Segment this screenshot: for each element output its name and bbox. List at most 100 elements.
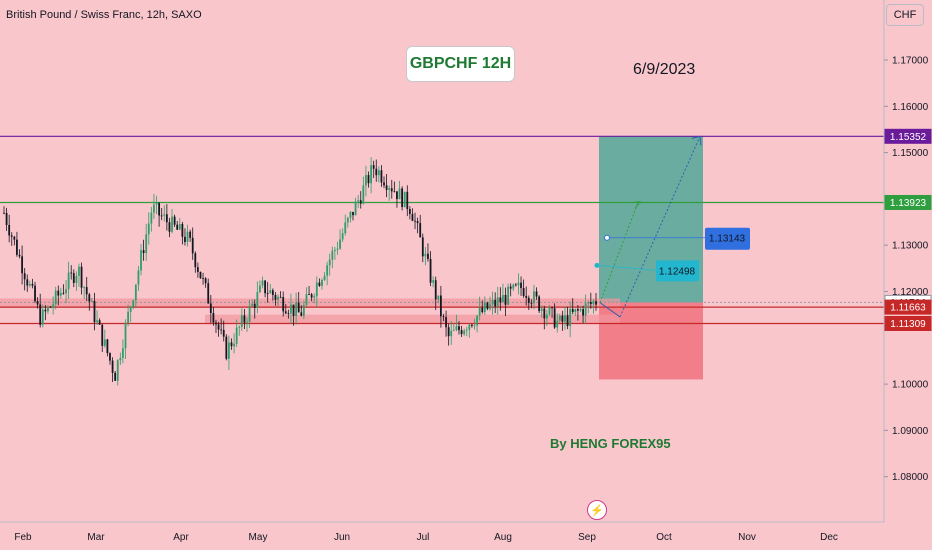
candle-body [545,314,548,319]
candle-body [186,231,189,242]
target-leader-1 [599,264,657,271]
candle-body [44,309,47,312]
price-badge [884,128,932,144]
candle-body [398,188,401,200]
candle-body [522,288,525,296]
candle-body [380,170,383,183]
y-tick-label: 1.13000 [892,241,929,252]
time-axis: Feb Mar Apr May Jun Jul Aug Sep Oct Nov Dec [0,521,884,543]
candle-body [489,304,491,309]
candle-body [3,212,5,214]
candle-body [592,301,595,304]
candle-body [140,250,142,271]
candle-body [326,265,329,276]
candle-body [259,285,261,293]
candle-body [36,301,39,305]
candle-body [88,294,91,302]
target-dot-1 [594,262,600,268]
candle-body [481,307,484,313]
candle-body [411,213,414,221]
target-label-2: 1.13143 [709,234,746,245]
candle-body [318,282,321,286]
candle-body [191,237,194,254]
candle-body [67,272,70,290]
candle-body [83,287,86,288]
candle-body [328,259,331,266]
candle-body [346,217,349,223]
candle-body [538,296,541,311]
candle-body [101,324,104,346]
x-tick-label: Aug [494,532,512,543]
candle-body [582,309,584,316]
candle-body [114,372,117,381]
candle-body [471,324,473,326]
candle-body [476,315,478,326]
candle-body [447,327,450,337]
x-tick-label: Sep [578,532,596,543]
candle-body [158,203,161,216]
candle-body [367,175,370,184]
candle-body [509,286,512,289]
candle-body [551,307,553,309]
candle-body [279,296,282,298]
candle-body [302,304,305,316]
candle-body [85,287,88,295]
y-tick-label: 1.10000 [892,380,929,391]
candle-body [134,284,137,301]
candle-body [238,326,241,328]
candle-body [72,273,75,283]
candle-body [556,320,559,328]
price-badge [884,194,932,210]
candle-body [494,299,497,307]
price-badge-label: 1.11309 [890,319,926,330]
candle-body [571,308,574,313]
candle-body [196,267,199,272]
lightning-icon[interactable]: ⚡ [587,500,607,520]
candle-body [13,236,16,240]
candle-body [165,214,168,223]
candle-body [313,296,316,298]
currency-button[interactable]: CHF [886,4,924,26]
candle-body [160,215,163,217]
candle-body [589,302,592,304]
candle-body [349,211,352,218]
candle-body [78,266,80,276]
candle-body [548,307,551,315]
candle-body [321,280,323,286]
candle-body [181,223,184,237]
candle-body [184,236,186,242]
candle-body [116,360,119,381]
candle-body [514,284,517,286]
candle-body [439,295,442,317]
candle-body [561,315,564,322]
candle-body [295,302,298,316]
candle-body [300,312,303,316]
candle-body [253,303,256,308]
candle-body [533,291,535,304]
candle-body [26,279,29,286]
candle-body [142,250,145,254]
candle-body [189,231,192,238]
price-badge [884,315,932,331]
target-badge-1 [656,260,699,282]
candle-body [243,315,246,323]
candle-body [414,220,416,222]
candle-body [16,239,18,255]
candle-body [315,282,318,297]
candle-body [65,289,67,294]
projection-arrow-2 [619,136,701,318]
candle-body [31,284,34,286]
candle-body [202,278,204,279]
candle-body [269,290,272,294]
candle-body [535,291,538,297]
candle-body [98,320,101,325]
candle-body [432,280,435,283]
resistance-band [0,298,620,308]
candle-body [96,320,98,323]
candle-body [308,294,310,296]
candle-body [222,329,225,337]
candle-body [90,301,93,302]
candle-body [266,293,269,294]
candle-body [34,285,36,302]
